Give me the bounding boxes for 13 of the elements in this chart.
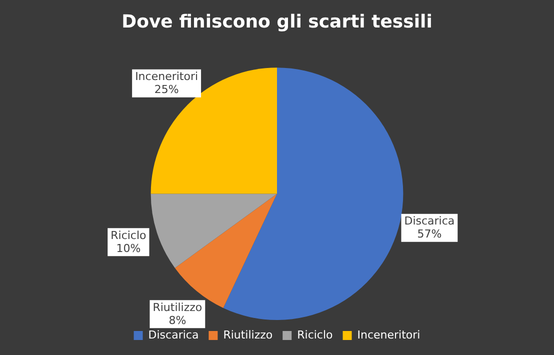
data-label: 25% [154,83,179,96]
slice-label: Discarica [404,214,455,228]
legend-label: Inceneritori [357,328,420,342]
data-label: 57% [417,228,442,241]
data-label: 8% [168,314,186,328]
legend-label: Riutilizzo [223,328,273,342]
slice-label: Riciclo [110,228,147,242]
data-label: 10% [116,242,141,255]
slice-label: Riutilizzo [152,301,202,314]
legend-label: Discarica [148,328,199,342]
chart-title: Dove finiscono gli scarti tessili [122,11,432,32]
legend-label: Riciclo [297,328,334,342]
slice-label: Inceneritori [135,70,198,84]
